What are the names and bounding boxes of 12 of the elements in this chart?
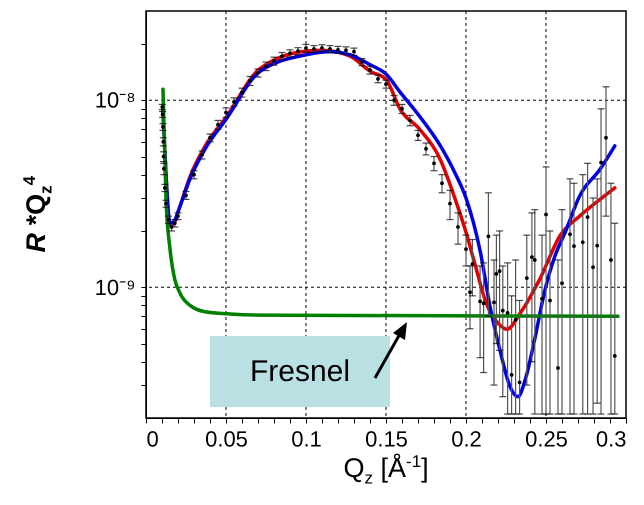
annotation: Fresnel [210, 336, 390, 407]
line-series [161, 87, 620, 318]
x-tick-label: 0.15 [365, 426, 408, 452]
x-tick-label: 0.05 [205, 426, 248, 452]
x-tick-label: 0 [146, 426, 159, 452]
x-tick-label: 0.2 [451, 426, 482, 452]
x-axis-title: Q$_{z}$ [Å$^{-1}$] [344, 452, 429, 488]
x-tick-label: 0.25 [525, 426, 568, 452]
y-tick-label: 10⁻⁹ [94, 274, 136, 300]
y-tick-label: 10⁻⁸ [94, 88, 136, 113]
x-tick-label: 0.1 [291, 426, 322, 452]
x-tick-label: 0.3 [596, 426, 626, 452]
